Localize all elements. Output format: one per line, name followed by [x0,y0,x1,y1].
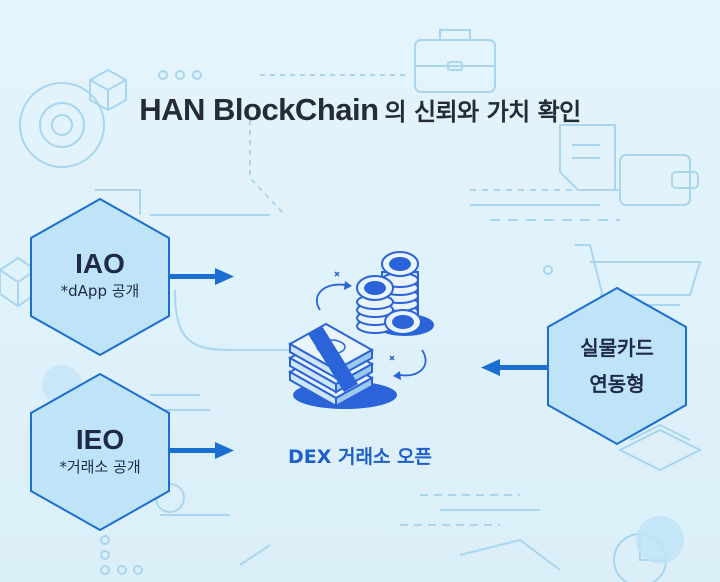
node-ieo: IEO *거래소 공개 [31,424,169,478]
bitcoin-coin-stack-icon [356,251,434,336]
wallet-icon [619,154,699,206]
node-card: 실물카드 연동형 [548,330,686,402]
node-ieo-label: IEO [75,424,125,455]
dex-label: DEX 거래소 오픈 [287,446,433,468]
node-iao-label: IAO [75,248,125,279]
title-sub: 의 신뢰와 가치 확인 [384,98,582,126]
arrow-iao [169,268,234,285]
arrow-ieo [169,442,234,459]
hexagon-card [547,286,687,446]
node-card-line2: 연동형 [589,372,645,396]
arrow-card [481,359,548,376]
money-bundle-icon [287,322,397,409]
node-iao: IAO *dApp 공개 [31,248,169,302]
circle-target-icon [19,82,105,168]
hexagon-iao [30,197,170,357]
hexagon-ieo [30,372,170,532]
title-main: HAN BlockChain [139,92,379,127]
document-icon [559,124,616,191]
shopping-cart-icon [575,244,702,306]
briefcase-icon [414,29,496,93]
node-iao-sub: *dApp 공개 [60,282,140,300]
cube-icon [89,68,127,112]
node-ieo-sub: *거래소 공개 [59,458,141,476]
node-card-line1: 실물카드 [580,336,654,360]
page-title: HAN BlockChain 의 신뢰와 가치 확인 [0,92,720,128]
